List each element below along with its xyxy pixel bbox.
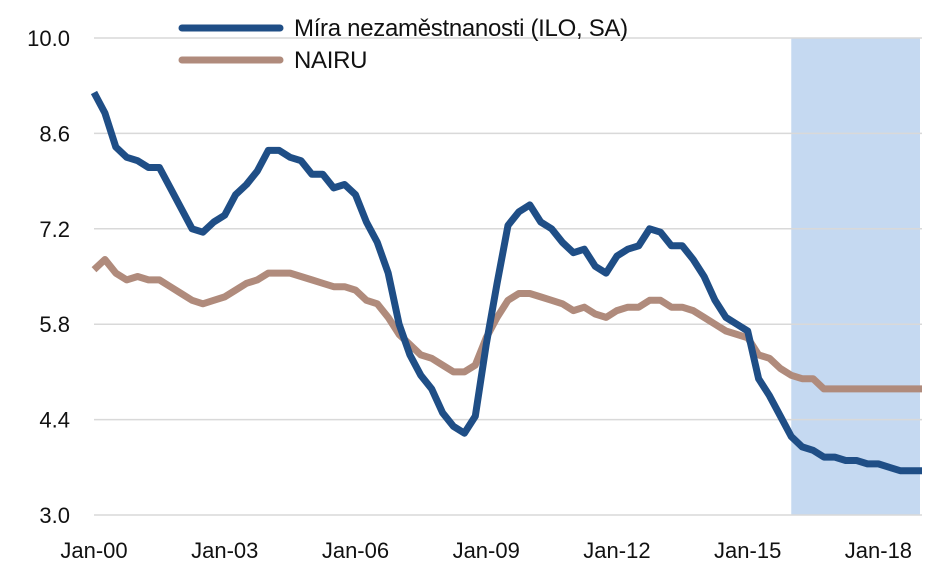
x-tick-label: Jan-09: [453, 538, 520, 563]
series-line-nairu: [91, 256, 922, 393]
legend-label-unemployment: Míra nezaměstnanosti (ILO, SA): [294, 15, 628, 42]
y-tick-label: 7.2: [39, 217, 70, 242]
series-line-unemployment: [90, 90, 922, 475]
shaded-region: [791, 38, 920, 515]
y-tick-label: 5.8: [39, 312, 70, 337]
x-tick-label: Jan-00: [60, 538, 127, 563]
x-tick-label: Jan-18: [845, 538, 912, 563]
series-lines: [90, 90, 922, 475]
y-tick-label: 4.4: [39, 408, 70, 433]
legend-label-nairu: NAIRU: [294, 47, 367, 74]
y-tick-labels: 3.0 4.4 5.8 7.2 8.6 10.0: [27, 26, 70, 528]
legend: Míra nezaměstnanosti (ILO, SA) NAIRU: [178, 15, 628, 74]
x-tick-labels: Jan-00 Jan-03 Jan-06 Jan-09 Jan-12 Jan-15 Jan-…: [60, 538, 912, 563]
y-tick-label: 10.0: [27, 26, 70, 51]
y-tick-label: 8.6: [39, 121, 70, 146]
y-tick-label: 3.0: [39, 503, 70, 528]
y-gridlines: [94, 37, 922, 516]
x-tick-label: Jan-03: [191, 538, 258, 563]
x-tick-label: Jan-15: [714, 538, 781, 563]
x-tick-label: Jan-06: [322, 538, 389, 563]
x-tick-label: Jan-12: [583, 538, 650, 563]
forecast-shaded-region: [791, 38, 920, 515]
